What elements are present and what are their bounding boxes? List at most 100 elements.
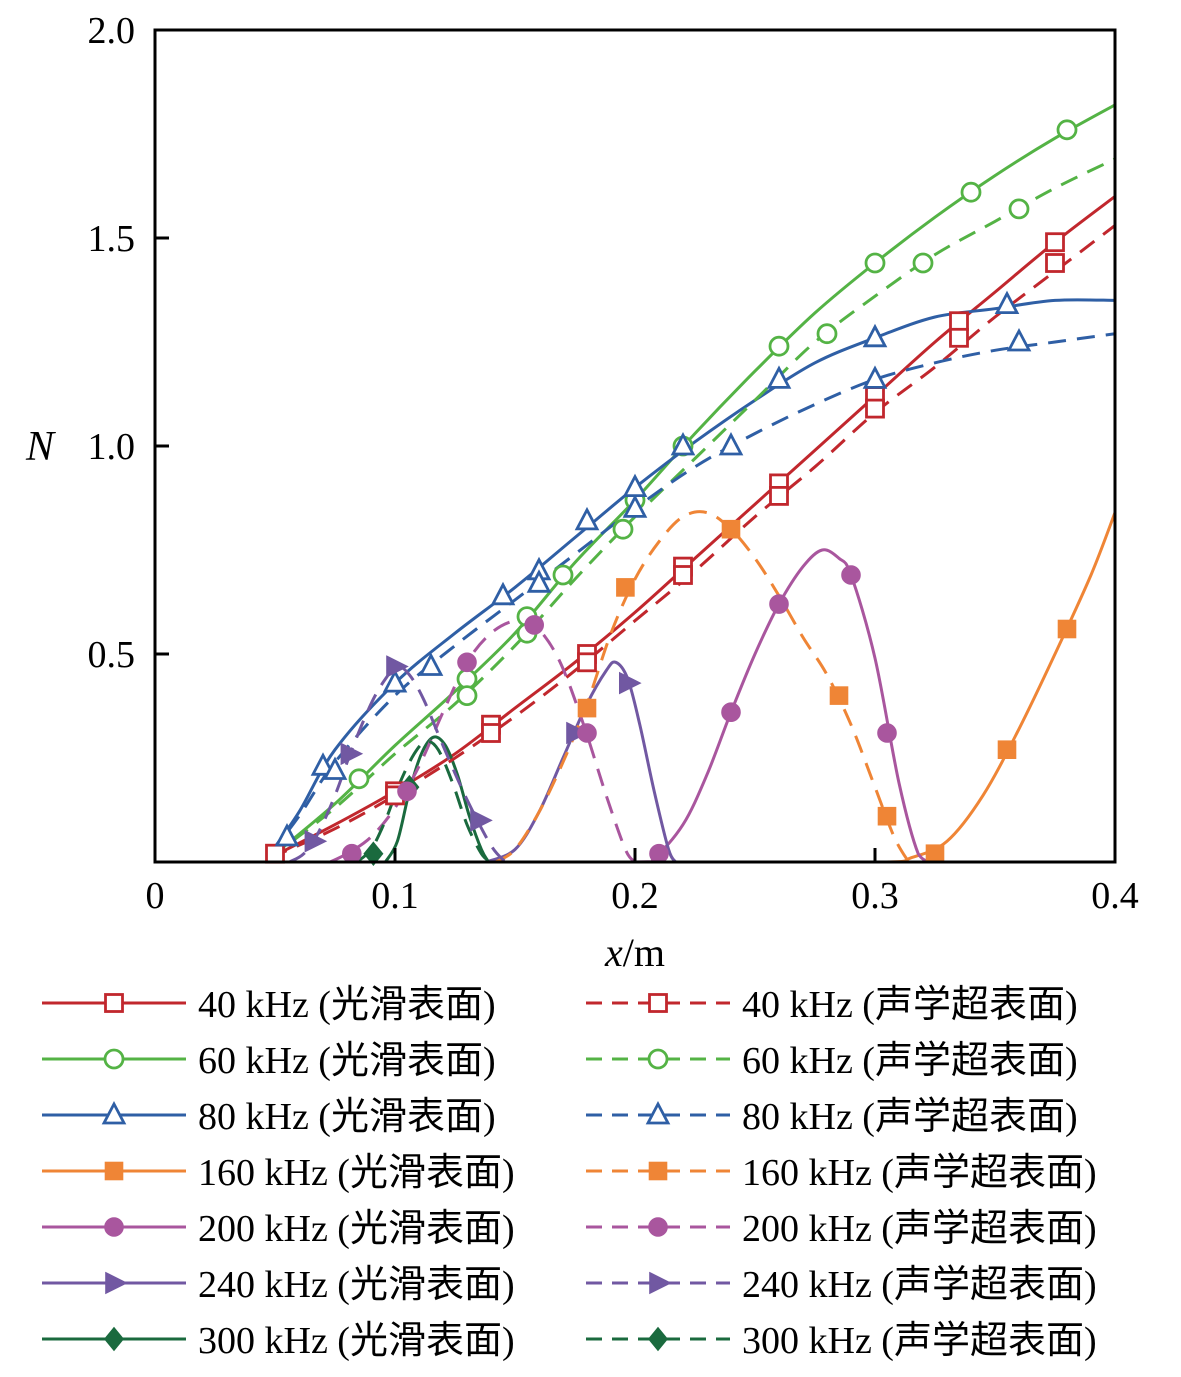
x-tick-label-3: 0.3 bbox=[851, 875, 899, 917]
axis-ticks bbox=[153, 28, 1117, 864]
marker-60khz-smooth-9 bbox=[1056, 119, 1078, 141]
y-tick-label-4: 2.0 bbox=[88, 10, 136, 52]
marker-40khz-meta-1 bbox=[481, 723, 501, 743]
legend-marker-240khz-smooth bbox=[105, 1271, 128, 1295]
legend-marker-300khz-meta bbox=[647, 1326, 669, 1352]
legend-marker-240khz-meta bbox=[649, 1271, 672, 1295]
marker-60khz-meta-2 bbox=[612, 518, 634, 540]
marker-40khz-smooth-7 bbox=[949, 311, 969, 332]
legend-marker-60khz-meta bbox=[647, 1048, 669, 1070]
marker-200khz-meta-2 bbox=[457, 652, 477, 673]
marker-240khz-smooth-1 bbox=[618, 671, 642, 695]
marker-240khz-meta-0 bbox=[304, 829, 328, 853]
legend-marker-200khz-smooth bbox=[104, 1217, 124, 1237]
y-axis-label: N bbox=[25, 424, 56, 470]
legend-label-160khz-meta: 160 kHz (声学超表面) bbox=[742, 1152, 1097, 1194]
marker-200khz-meta-1 bbox=[397, 781, 417, 802]
marker-60khz-meta-3 bbox=[816, 323, 838, 345]
legend-item-300khz-meta: 300 kHz (声学超表面) bbox=[586, 1320, 1097, 1362]
marker-40khz-meta-2 bbox=[577, 652, 597, 673]
legend-item-80khz-meta: 80 kHz (声学超表面) bbox=[586, 1096, 1078, 1138]
marker-40khz-meta-3 bbox=[673, 565, 693, 585]
x-tick-label-0: 0 bbox=[146, 875, 165, 917]
series-line-200khz-meta bbox=[329, 618, 637, 862]
marker-80khz-meta-4 bbox=[718, 431, 744, 456]
legend-item-160khz-smooth: 160 kHz (光滑表面) bbox=[42, 1152, 515, 1194]
legend-label-60khz-smooth: 60 kHz (光滑表面) bbox=[198, 1040, 496, 1082]
y-tick-label-3: 1.5 bbox=[88, 218, 136, 260]
marker-80khz-smooth-0 bbox=[274, 822, 300, 847]
series-line-300khz-smooth bbox=[384, 735, 490, 862]
legend-marker-160khz-meta bbox=[648, 1161, 668, 1181]
legend-label-40khz-smooth: 40 kHz (光滑表面) bbox=[198, 984, 496, 1026]
legend-label-80khz-smooth: 80 kHz (光滑表面) bbox=[198, 1096, 496, 1138]
marker-160khz-smooth-2 bbox=[1057, 619, 1077, 639]
marker-300khz-meta-0 bbox=[363, 841, 384, 866]
legend-label-200khz-meta: 200 kHz (声学超表面) bbox=[742, 1208, 1097, 1250]
marker-200khz-meta-3 bbox=[524, 615, 545, 635]
marker-160khz-meta-0 bbox=[577, 698, 597, 718]
marker-60khz-smooth-8 bbox=[960, 181, 982, 203]
legend-item-200khz-smooth: 200 kHz (光滑表面) bbox=[42, 1208, 515, 1250]
legend-item-300khz-smooth: 300 kHz (光滑表面) bbox=[42, 1320, 515, 1362]
legend-label-200khz-smooth: 200 kHz (光滑表面) bbox=[198, 1208, 515, 1250]
marker-60khz-meta-4 bbox=[912, 252, 934, 274]
legend-marker-40khz-meta bbox=[648, 993, 668, 1013]
legend-item-240khz-smooth: 240 kHz (光滑表面) bbox=[42, 1264, 515, 1306]
marker-60khz-smooth-6 bbox=[768, 335, 790, 357]
legend-marker-60khz-smooth bbox=[103, 1048, 125, 1070]
legend-item-80khz-smooth: 80 kHz (光滑表面) bbox=[42, 1096, 496, 1138]
marker-240khz-meta-2 bbox=[386, 655, 409, 678]
legend-label-240khz-meta: 240 kHz (声学超表面) bbox=[742, 1264, 1097, 1306]
legend-item-60khz-smooth: 60 kHz (光滑表面) bbox=[42, 1040, 496, 1082]
marker-200khz-smooth-2 bbox=[769, 594, 789, 614]
y-tick-label-1: 0.5 bbox=[88, 634, 136, 676]
series-line-200khz-smooth bbox=[270, 548, 932, 862]
legend-label-160khz-smooth: 160 kHz (光滑表面) bbox=[198, 1152, 515, 1194]
legend-label-60khz-meta: 60 kHz (声学超表面) bbox=[742, 1040, 1078, 1082]
marker-160khz-smooth-0 bbox=[925, 844, 945, 864]
marker-80khz-smooth-5 bbox=[574, 506, 600, 531]
marker-80khz-meta-0 bbox=[322, 756, 348, 780]
legend-label-80khz-meta: 80 kHz (声学超表面) bbox=[742, 1096, 1078, 1138]
marker-80khz-meta-6 bbox=[1006, 327, 1032, 352]
marker-40khz-meta-4 bbox=[769, 485, 789, 506]
marker-80khz-smooth-1 bbox=[310, 752, 336, 776]
marker-60khz-smooth-3 bbox=[552, 564, 574, 586]
marker-160khz-meta-1 bbox=[616, 578, 635, 597]
legend-item-60khz-meta: 60 kHz (声学超表面) bbox=[586, 1040, 1078, 1082]
marker-60khz-smooth-7 bbox=[864, 252, 886, 274]
marker-80khz-smooth-7 bbox=[670, 431, 696, 456]
legend-label-40khz-meta: 40 kHz (声学超表面) bbox=[742, 984, 1078, 1026]
marker-40khz-meta-7 bbox=[1045, 253, 1065, 273]
marker-40khz-smooth-0 bbox=[265, 843, 285, 864]
marker-40khz-meta-5 bbox=[865, 398, 885, 419]
series-line-80khz-meta bbox=[269, 332, 1115, 855]
legend-item-200khz-meta: 200 kHz (声学超表面) bbox=[586, 1208, 1097, 1250]
legend-marker-40khz-smooth bbox=[104, 993, 124, 1013]
marker-160khz-meta-2 bbox=[721, 519, 741, 539]
marker-80khz-smooth-8 bbox=[766, 365, 792, 389]
x-axis-label: x/m bbox=[604, 930, 665, 975]
legend-marker-80khz-smooth bbox=[101, 1100, 127, 1125]
legend-item-40khz-smooth: 40 kHz (光滑表面) bbox=[42, 984, 496, 1026]
marker-60khz-smooth-0 bbox=[348, 768, 370, 790]
marker-80khz-meta-1 bbox=[418, 652, 444, 676]
marker-240khz-smooth-0 bbox=[566, 721, 589, 745]
marker-200khz-smooth-4 bbox=[877, 723, 897, 743]
marker-40khz-meta-6 bbox=[949, 327, 969, 348]
series-line-300khz-meta bbox=[355, 739, 492, 862]
x-tick-label-4: 0.4 bbox=[1091, 875, 1139, 917]
legend-marker-80khz-meta bbox=[645, 1100, 671, 1125]
marker-160khz-meta-4 bbox=[877, 806, 897, 826]
x-tick-label-2: 0.2 bbox=[611, 875, 659, 917]
legend-item-240khz-meta: 240 kHz (声学超表面) bbox=[586, 1264, 1097, 1306]
legend-item-160khz-meta: 160 kHz (声学超表面) bbox=[586, 1152, 1097, 1194]
marker-200khz-meta-4 bbox=[577, 723, 597, 743]
legend-label-300khz-meta: 300 kHz (声学超表面) bbox=[742, 1320, 1097, 1362]
marker-200khz-smooth-0 bbox=[649, 843, 669, 864]
marker-60khz-meta-5 bbox=[1008, 198, 1030, 220]
